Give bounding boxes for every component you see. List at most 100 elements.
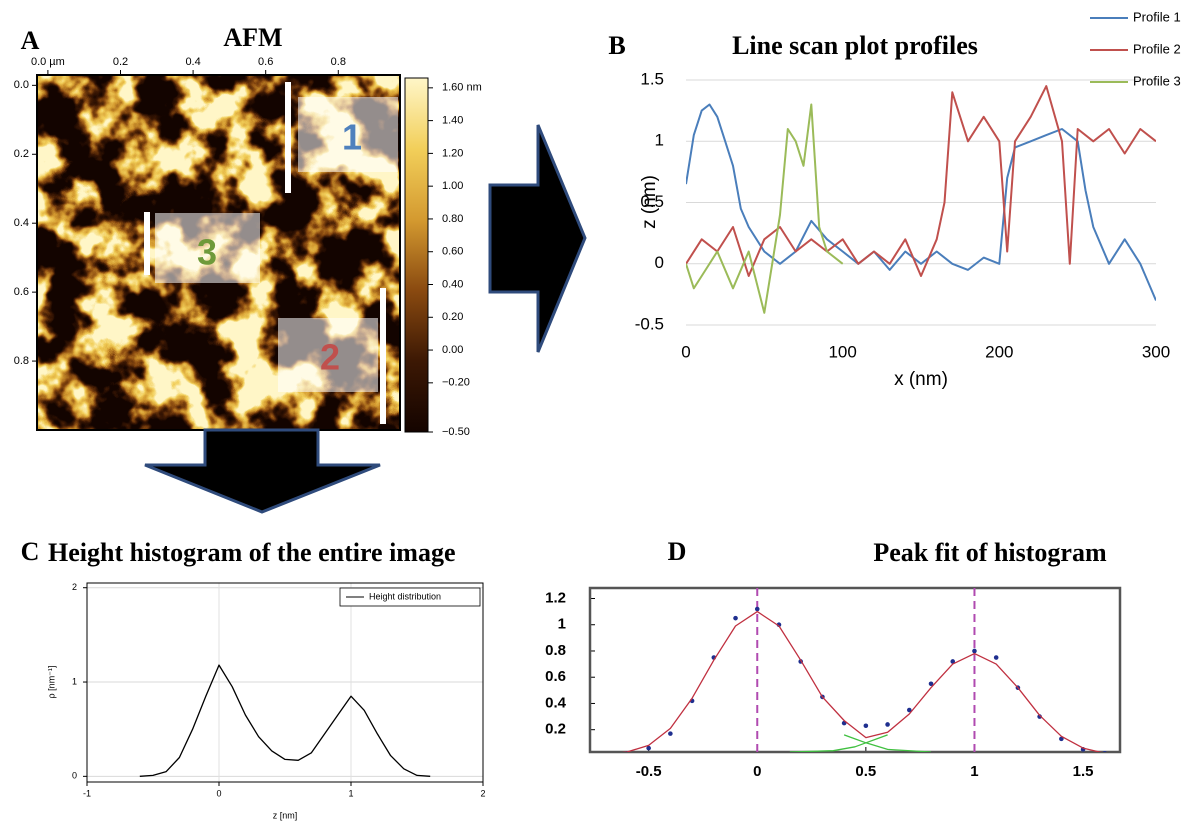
data-point: [928, 681, 934, 687]
colorbar-label: 0.60: [442, 246, 463, 258]
data-point: [972, 648, 977, 654]
panel-letter: B: [608, 31, 625, 60]
x-tick-label: 1.5: [1073, 763, 1094, 780]
y-tick-label: 2: [72, 582, 77, 592]
x-tick-label: 0: [681, 342, 690, 361]
panel-title: AFM: [223, 23, 282, 52]
y-tick-label: 0.2: [14, 148, 29, 160]
colorbar-label: −0.50: [442, 426, 470, 438]
panel-title: Line scan plot profiles: [732, 31, 978, 60]
x-axis-label: x (nm): [894, 369, 948, 390]
panel-letter: A: [21, 26, 40, 55]
x-tick-label: 200: [985, 342, 1013, 361]
data-point: [1059, 736, 1064, 742]
y-tick-label: 0.8: [14, 355, 29, 367]
colorbar-label: 0.40: [442, 278, 463, 290]
region-label: 2: [320, 337, 340, 378]
y-axis-label: z (nm): [639, 175, 660, 229]
data-point: [754, 606, 760, 612]
colorbar: [404, 77, 429, 433]
y-tick-label: 1.5: [640, 69, 664, 88]
legend-label: Profile 1: [1133, 9, 1181, 24]
data-point: [950, 659, 956, 664]
region-box: [278, 318, 378, 392]
afm-overlays: 1 2 3: [144, 82, 398, 424]
data-point: [907, 707, 912, 713]
region-box: [298, 97, 398, 172]
x-axis-label: z [nm]: [273, 810, 298, 820]
panel-letter: C: [21, 537, 40, 566]
legend-label: Profile 2: [1133, 41, 1181, 56]
x-tick-label: 100: [828, 342, 856, 361]
y-axis-label: ρ [nm⁻¹]: [46, 666, 56, 699]
y-tick-label: 0.5: [640, 192, 664, 211]
colorbar-label: 1.40: [442, 115, 463, 127]
y-tick-label: 0.2: [545, 721, 566, 738]
y-tick-label: 1.2: [545, 589, 566, 606]
region-label: 3: [197, 232, 217, 273]
plot-frame: [588, 586, 1122, 754]
data-point: [733, 615, 738, 621]
colorbar-label: 0.80: [442, 213, 463, 225]
panel-title: Peak fit of histogram: [873, 538, 1107, 567]
series-line: [843, 734, 932, 752]
x-tick-label: 0.8: [331, 56, 346, 68]
panel-title: Height histogram of the entire image: [48, 538, 456, 567]
data-point: [863, 723, 869, 729]
x-tick-label: -0.5: [636, 763, 662, 780]
series-line: [789, 734, 888, 752]
plot-area: [139, 664, 431, 777]
y-tick-label: 1: [72, 676, 77, 686]
region-box: [155, 213, 260, 283]
y-tick-label: -0.5: [635, 314, 664, 333]
y-tick-label: 0.4: [545, 694, 567, 711]
y-tick-label: 0: [655, 253, 664, 272]
plot-frame: [86, 582, 484, 783]
data-point: [646, 745, 651, 751]
y-tick-label: 0.6: [14, 286, 29, 298]
series-line: [686, 85, 1156, 277]
legend-label: Height distribution: [369, 591, 441, 601]
data-point: [1124, 752, 1129, 757]
x-tick-label: 0.5: [855, 763, 876, 780]
series-line: [686, 103, 844, 314]
region-label: 1: [342, 117, 362, 158]
x-tick-label: 0.0 µm: [31, 56, 65, 68]
y-tick-label: 0.4: [14, 217, 29, 229]
x-tick-label: -1: [83, 788, 91, 798]
x-tick-label: 0.4: [185, 56, 200, 68]
colorbar-label: 0.00: [442, 344, 463, 356]
y-tick-label: 0: [72, 771, 77, 781]
x-tick-label: 1: [970, 763, 978, 780]
colorbar-label: 1.20: [442, 147, 463, 159]
data-point: [885, 722, 890, 727]
y-tick-label: 1: [655, 131, 664, 150]
colorbar-label: 1.60 nm: [442, 82, 482, 94]
x-tick-label: 0.6: [258, 56, 273, 68]
plot-area: [621, 588, 1129, 757]
series-line: [621, 610, 1103, 752]
arrow: [144, 428, 381, 514]
data-point: [668, 731, 673, 736]
colorbar-label: 1.00: [442, 180, 463, 192]
y-tick-label: 0.6: [545, 668, 566, 685]
x-tick-label: 0: [216, 788, 221, 798]
legend-box: [339, 587, 481, 607]
legend-label: Profile 3: [1133, 73, 1181, 88]
x-tick-label: 2: [480, 788, 485, 798]
arrow: [488, 124, 587, 353]
colorbar-label: −0.20: [442, 377, 470, 389]
plot-area: [686, 85, 1156, 314]
data-point: [1037, 714, 1042, 719]
data-point: [1102, 751, 1107, 752]
colorbar-label: 0.20: [442, 311, 463, 323]
data-point: [993, 655, 999, 660]
x-tick-label: 0.2: [113, 56, 128, 68]
x-tick-label: 1: [348, 788, 353, 798]
x-tick-label: 300: [1142, 342, 1170, 361]
y-tick-label: 0.0: [14, 79, 29, 91]
x-tick-label: 0: [753, 763, 761, 780]
series-line: [139, 664, 431, 777]
y-tick-label: 0.8: [545, 642, 566, 659]
